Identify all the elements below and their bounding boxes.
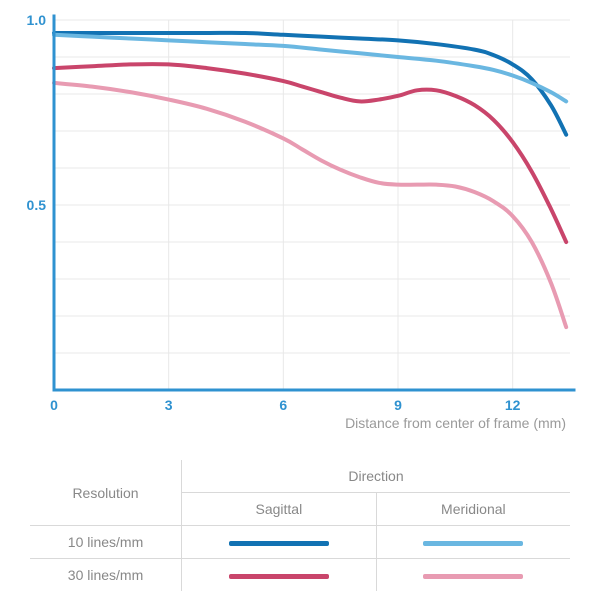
swatch (229, 541, 329, 546)
swatch (229, 574, 329, 579)
legend-table: Resolution Direction Sagittal Meridional… (30, 460, 570, 591)
legend-swatch-sagittal (182, 526, 377, 559)
legend-header-resolution: Resolution (30, 460, 182, 526)
legend-swatch-meridional (376, 559, 570, 592)
svg-text:0: 0 (50, 397, 58, 413)
legend-swatch-meridional (376, 526, 570, 559)
mtf-chart: 0.5 1.0 0 3 6 9 12 Distance from center of fram… (20, 10, 580, 440)
svg-text:6: 6 (279, 397, 287, 413)
svg-text:12: 12 (505, 397, 521, 413)
legend-swatch-sagittal (182, 559, 377, 592)
chart-svg: 0.5 1.0 0 3 6 9 12 Distance from center of fram… (20, 10, 580, 440)
legend-row-label: 10 lines/mm (30, 526, 182, 559)
legend-row-label: 30 lines/mm (30, 559, 182, 592)
svg-text:0.5: 0.5 (27, 197, 47, 213)
svg-text:1.0: 1.0 (27, 12, 47, 28)
legend-header-direction: Direction (182, 460, 570, 493)
legend-row: 30 lines/mm (30, 559, 570, 592)
svg-text:9: 9 (394, 397, 402, 413)
swatch (423, 574, 523, 579)
svg-text:3: 3 (165, 397, 173, 413)
swatch (423, 541, 523, 546)
legend-row: 10 lines/mm (30, 526, 570, 559)
svg-text:Distance from center of frame: Distance from center of frame (mm) (345, 415, 566, 431)
legend-header-meridional: Meridional (376, 493, 570, 526)
legend-header-sagittal: Sagittal (182, 493, 377, 526)
